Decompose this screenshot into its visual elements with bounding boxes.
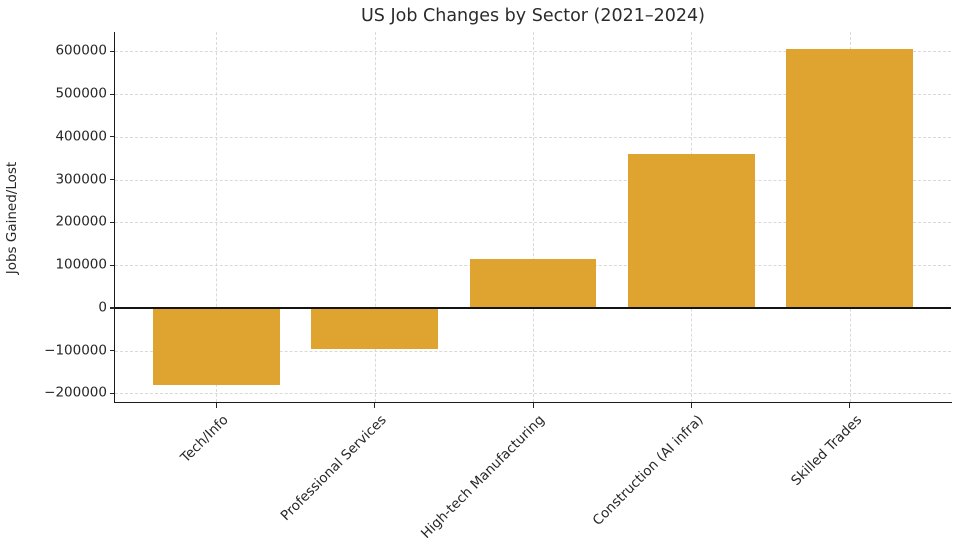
y-tick-mark xyxy=(109,136,114,138)
v-gridline xyxy=(533,32,534,402)
bar-tech-info xyxy=(153,307,280,385)
x-tick-mark xyxy=(374,403,376,408)
y-tick-mark xyxy=(109,221,114,224)
y-tick-label: 400000 xyxy=(55,128,107,145)
y-tick-mark xyxy=(109,392,114,395)
y-tick-mark xyxy=(109,50,114,52)
bar-high-tech-manufacturing xyxy=(469,258,597,308)
y-tick-mark xyxy=(109,264,114,266)
bar-construction-ai-infra xyxy=(628,153,755,308)
x-tick-label-tech-info: Tech/Info xyxy=(177,412,232,466)
v-gridline xyxy=(374,32,376,402)
y-tick-mark xyxy=(109,350,114,352)
x-axis-spine xyxy=(114,402,952,404)
y-tick-label: 200000 xyxy=(55,214,107,231)
x-tick-label-professional-services: Professional Services xyxy=(278,412,390,524)
y-tick-label: 600000 xyxy=(55,42,107,59)
x-tick-label-construction-ai-infra: Construction (AI infra) xyxy=(589,412,707,529)
y-tick-label: 100000 xyxy=(55,256,107,273)
y-tick-label: −100000 xyxy=(44,342,107,359)
y-tick-mark xyxy=(109,179,114,181)
chart-title: US Job Changes by Sector (2021–2024) xyxy=(360,6,706,26)
plot-area xyxy=(114,32,952,404)
y-axis-spine xyxy=(114,32,116,403)
y-tick-label: −200000 xyxy=(44,385,107,402)
y-tick-label: 0 xyxy=(98,299,107,316)
y-tick-label: 500000 xyxy=(55,85,107,102)
bar-skilled-trades xyxy=(786,49,913,308)
x-tick-mark xyxy=(849,403,851,408)
zero-line xyxy=(115,306,951,309)
x-tick-label-skilled-trades: Skilled Trades xyxy=(788,412,865,489)
y-tick-mark xyxy=(109,307,114,309)
x-tick-label-high-tech-manufacturing: High-tech Manufacturing xyxy=(418,412,549,542)
y-tick-label: 300000 xyxy=(55,171,107,188)
v-gridline xyxy=(216,32,218,402)
x-tick-mark xyxy=(215,403,218,408)
bar-professional-services xyxy=(311,307,438,349)
x-tick-mark xyxy=(532,403,534,408)
y-tick-mark xyxy=(109,93,114,95)
x-tick-mark xyxy=(690,403,693,408)
